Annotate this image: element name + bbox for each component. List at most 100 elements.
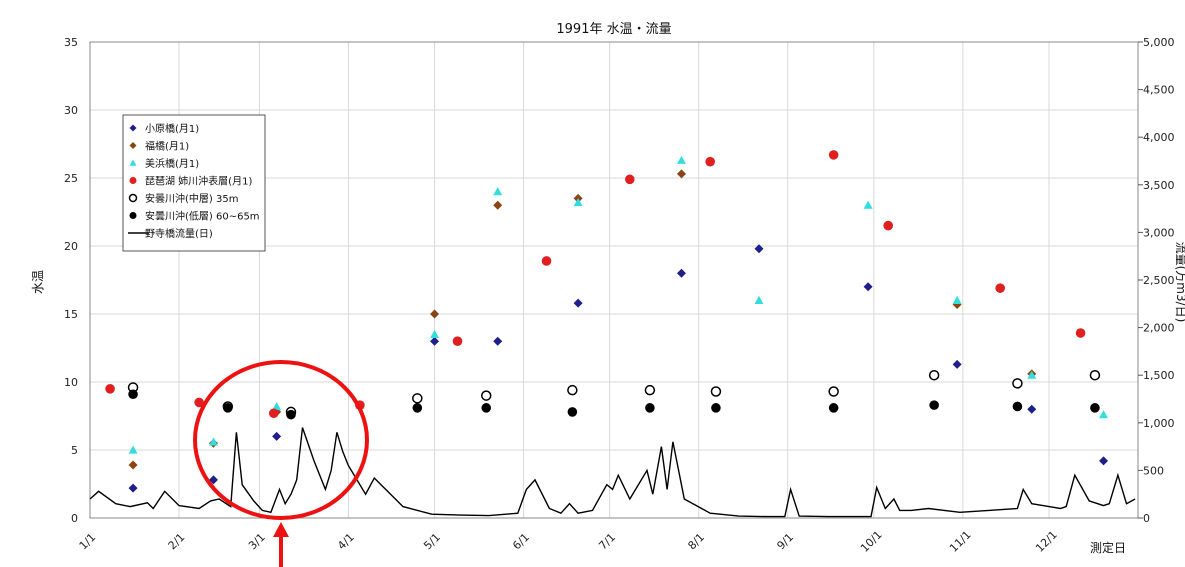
y2-tick-label: 2,000 [1143, 322, 1175, 335]
annotation [193, 360, 369, 567]
y2-tick-label: 3,500 [1143, 179, 1175, 192]
point-series-2 [573, 197, 583, 207]
point-series-4 [644, 384, 656, 396]
y2-tick-label: 2,500 [1143, 274, 1175, 287]
point-series-2 [272, 401, 282, 411]
y2-tick-label: 5,000 [1143, 36, 1175, 49]
point-series-2 [754, 295, 764, 304]
point-series-3 [995, 283, 1005, 293]
y-tick-label: 15 [64, 308, 78, 321]
legend-label: 小原橋(月1) [145, 122, 199, 135]
legend-symbol [129, 124, 137, 132]
y2-tick-label: 3,000 [1143, 226, 1175, 239]
y-tick-label: 10 [64, 376, 78, 389]
point-series-5 [711, 403, 721, 413]
point-series-1 [493, 200, 503, 210]
point-series-0 [430, 336, 440, 346]
point-series-4 [480, 390, 492, 401]
point-series-5 [223, 403, 233, 413]
chart-title: 1991年 水温・流量 [556, 22, 671, 37]
point-series-5 [412, 403, 423, 413]
y-tick-label: 20 [64, 240, 78, 253]
point-series-2 [208, 437, 218, 446]
y2-tick-label: 500 [1143, 464, 1164, 477]
point-series-4 [412, 393, 423, 404]
point-series-3 [883, 220, 894, 231]
marker-series-layer [105, 150, 1109, 493]
point-series-3 [1075, 328, 1086, 338]
y2-tick-label: 0 [1143, 512, 1150, 525]
legend: 小原橋(月1) 福橋(月1) 美浜橋(月1) 琵琶湖 姉川沖表層(月1) 安曇川沖(中層… [122, 114, 266, 252]
legend-box [122, 114, 266, 252]
legend-label: 琵琶湖 姉川沖表層(月1) [145, 175, 252, 188]
y2-axis-ticks: 0 500 1,000 1,500 2,000 2,500 3,000 3,500 4,000 4… [1138, 36, 1175, 525]
y-tick-label: 5 [71, 444, 78, 457]
y-tick-label: 25 [64, 172, 78, 185]
point-series-2 [952, 295, 962, 304]
legend-label: 安曇川沖(低層) 60~65m [145, 210, 260, 223]
point-series-5 [286, 409, 296, 420]
point-series-3 [452, 336, 463, 347]
point-series-2 [863, 200, 873, 209]
y2-tick-label: 4,500 [1143, 84, 1175, 97]
legend-symbol [128, 193, 138, 203]
point-series-4 [928, 369, 940, 381]
grid [90, 42, 1138, 518]
point-series-0 [676, 268, 686, 278]
point-series-1 [676, 169, 686, 179]
y2-tick-label: 4,000 [1143, 131, 1175, 144]
x-axis-label: 測定日 [1090, 540, 1126, 555]
legend-label: 福橋(月1) [145, 140, 189, 153]
point-series-1 [128, 460, 138, 470]
point-series-4 [567, 384, 578, 396]
point-series-5 [567, 407, 578, 417]
point-series-1 [430, 309, 440, 319]
point-series-0 [272, 431, 282, 441]
point-series-5 [1090, 403, 1100, 413]
legend-symbol [129, 177, 137, 184]
flow-line-series [89, 427, 1136, 518]
point-series-5 [929, 400, 939, 410]
point-series-0 [863, 282, 873, 292]
point-series-4 [828, 386, 839, 397]
point-series-0 [1027, 404, 1037, 414]
legend-label: 安曇川沖(中層) 35m [145, 192, 238, 205]
highlight-circle [193, 360, 369, 520]
legend-label: 野寺橋流量(日) [145, 227, 213, 240]
point-series-2 [493, 187, 503, 196]
point-series-3 [105, 384, 115, 394]
point-series-2 [1027, 370, 1037, 379]
point-series-3 [828, 150, 839, 160]
point-series-0 [208, 475, 218, 485]
y-axis-label: 水温 [31, 270, 45, 294]
point-series-2 [676, 155, 686, 164]
point-series-3 [194, 397, 204, 408]
point-series-3 [705, 156, 715, 167]
point-series-4 [1012, 378, 1023, 389]
point-series-2 [1099, 410, 1109, 419]
y2-tick-label: 1,500 [1143, 369, 1175, 382]
point-series-2 [128, 445, 138, 454]
y-tick-label: 30 [64, 104, 78, 117]
y-tick-label: 35 [64, 36, 78, 49]
point-series-5 [828, 403, 839, 413]
point-series-3 [624, 174, 635, 185]
point-series-5 [645, 403, 655, 413]
y2-axis-label: 流量(万m3/日) [1174, 242, 1185, 323]
point-series-3 [268, 408, 279, 419]
point-series-4 [710, 386, 722, 397]
y-tick-label: 0 [71, 512, 78, 525]
legend-label: 美浜橋(月1) [145, 157, 199, 170]
point-series-0 [952, 359, 962, 369]
y2-tick-label: 1,000 [1143, 417, 1175, 430]
legend-symbol [129, 142, 137, 149]
legend-symbol [129, 159, 137, 166]
y-axis-ticks: 0 5 10 15 20 25 30 35 [64, 36, 78, 525]
legend-symbol [129, 212, 137, 219]
point-series-5 [1012, 401, 1023, 412]
point-series-0 [1099, 456, 1109, 466]
point-series-0 [493, 336, 503, 346]
point-series-0 [128, 483, 138, 493]
